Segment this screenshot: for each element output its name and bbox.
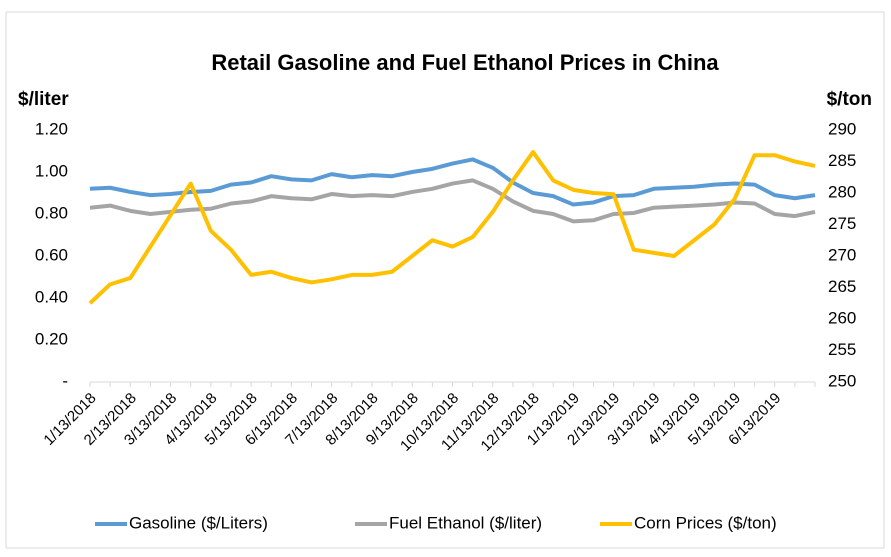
legend-label: Gasoline ($/Liters)	[129, 513, 268, 532]
series-line	[88, 150, 816, 305]
series-line	[89, 178, 816, 224]
chart-title: Retail Gasoline and Fuel Ethanol Prices …	[211, 50, 719, 75]
y2-tick-label: 260	[828, 308, 856, 327]
y2-tick-label: 280	[828, 182, 856, 201]
y-tick-label: 1.00	[35, 161, 68, 180]
y-tick-label: 1.20	[35, 119, 68, 138]
y-axis-label: $/liter	[18, 89, 69, 110]
y2-tick-label: 255	[828, 340, 856, 359]
y-tick-label: 0.20	[35, 329, 68, 348]
legend-label: Corn Prices ($/ton)	[634, 513, 777, 532]
y-tick-label: -	[62, 371, 68, 390]
series-line	[89, 157, 816, 207]
y-tick-label: 0.60	[35, 245, 68, 264]
y-tick-label: 0.40	[35, 287, 68, 306]
y2-tick-label: 270	[828, 245, 856, 264]
y2-tick-label: 265	[828, 277, 856, 296]
y2-tick-label: 250	[828, 371, 856, 390]
y2-axis-label: $/ton	[827, 89, 872, 110]
y2-tick-label: 275	[828, 214, 856, 233]
legend-label: Fuel Ethanol ($/liter)	[389, 513, 542, 532]
chart-border	[5, 11, 885, 549]
y2-tick-label: 290	[828, 119, 856, 138]
y-tick-label: 0.80	[35, 203, 68, 222]
y2-tick-label: 285	[828, 151, 856, 170]
